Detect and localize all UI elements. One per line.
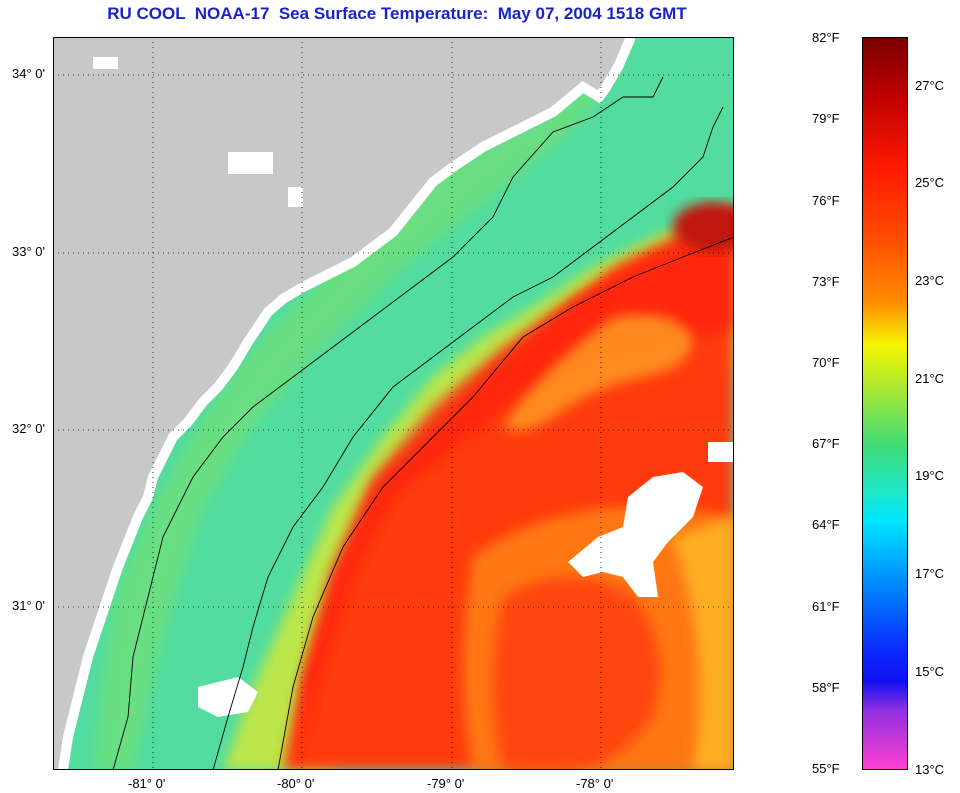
sst-map[interactable] <box>53 37 734 770</box>
contour-600ft <box>277 236 734 770</box>
cb-f-64: 64°F <box>812 517 840 532</box>
cb-f-55: 55°F <box>812 761 840 776</box>
lon-label-78: -78° 0' <box>576 776 614 791</box>
cloud-patch-sw <box>198 677 258 717</box>
cb-f-82: 82°F <box>812 30 840 45</box>
cb-f-76: 76°F <box>812 193 840 208</box>
warm-tongue <box>493 577 660 770</box>
cb-f-73: 73°F <box>812 274 840 289</box>
warm-eddy-northeast <box>673 202 734 252</box>
cb-c-27: 27°C <box>915 78 945 93</box>
cb-c-21: 21°C <box>915 371 945 386</box>
lon-label-80: -80° 0' <box>277 776 315 791</box>
cloud-patch-east <box>568 472 703 597</box>
cb-c-17: 17°C <box>915 566 945 581</box>
cool-filament-upper <box>503 314 693 431</box>
sst-map-canvas <box>53 37 734 770</box>
inland-nodata-3 <box>288 187 303 207</box>
contour-120ft <box>212 106 724 770</box>
lat-label-33: 33° 0' <box>12 244 45 259</box>
cb-f-58: 58°F <box>812 680 840 695</box>
map-frame <box>53 37 734 770</box>
map-title: RU COOL NOAA-17 Sea Surface Temperature:… <box>107 4 687 23</box>
nearshore-warm-band <box>93 37 633 770</box>
lon-label-79: -79° 0' <box>427 776 465 791</box>
cb-f-61: 61°F <box>812 599 840 614</box>
cloud-patch-ne <box>708 442 734 462</box>
lon-label-81: -81° 0' <box>128 776 166 791</box>
contour-50ft <box>112 76 664 770</box>
cb-c-23: 23°C <box>915 273 945 288</box>
cb-c-25: 25°C <box>915 175 945 190</box>
inland-nodata-1 <box>93 57 118 69</box>
cb-f-70: 70°F <box>812 355 840 370</box>
lat-label-32: 32° 0' <box>12 421 45 436</box>
cb-c-19: 19°C <box>915 468 945 483</box>
lat-label-31: 31° 0' <box>12 598 45 613</box>
cb-c-15: 15°C <box>915 664 945 679</box>
coastal-nodata <box>58 37 636 770</box>
gulf-stream-core <box>293 237 734 770</box>
cb-f-79: 79°F <box>812 111 840 126</box>
lat-label-34: 34° 0' <box>12 66 45 81</box>
cool-edge-east <box>673 517 734 770</box>
land <box>53 37 631 770</box>
inland-nodata-2 <box>228 152 273 174</box>
cb-c-13: 13°C <box>915 762 945 777</box>
temperature-colorbar <box>862 37 908 770</box>
cb-f-67: 67°F <box>812 436 840 451</box>
latlon-grid <box>53 37 734 770</box>
